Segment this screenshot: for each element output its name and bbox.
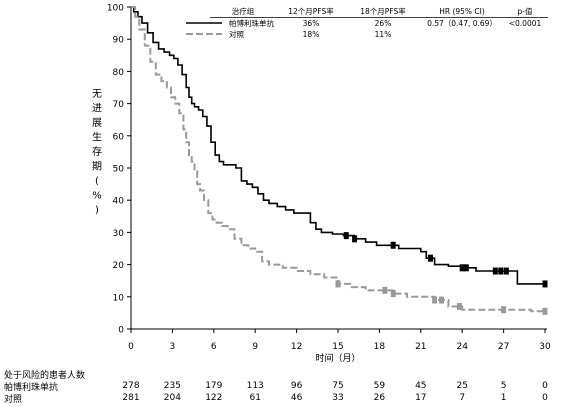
series-line-control: [131, 6, 545, 313]
censor-mark-pembrolizumab: [352, 235, 358, 243]
risk-row-label-control: 对照: [4, 395, 23, 405]
x-tick-label: 18: [374, 342, 386, 352]
y-tick-label: 80: [113, 68, 125, 78]
risk-value-control: 7: [459, 393, 465, 403]
censor-mark-pembrolizumab: [390, 241, 396, 249]
risk-value-pembrolizumab: 25: [456, 381, 467, 391]
risk-value-pembrolizumab: 75: [332, 381, 343, 391]
y-tick-label: 70: [113, 100, 125, 110]
legend-pfs18: 26%: [375, 19, 392, 28]
censor-mark-control: [335, 280, 341, 288]
y-axis-title-char: ): [95, 205, 99, 216]
x-tick-label: 3: [170, 342, 176, 352]
censor-mark-control: [390, 290, 396, 298]
censor-mark-control: [382, 286, 388, 294]
legend-series-name: 对照: [229, 29, 244, 39]
x-tick-label: 30: [539, 342, 551, 352]
censor-mark-control: [542, 307, 548, 315]
y-tick-label: 40: [113, 197, 125, 207]
risk-value-control: 61: [249, 393, 260, 403]
risk-value-pembrolizumab: 59: [374, 381, 386, 391]
risk-value-pembrolizumab: 179: [205, 381, 222, 391]
legend-pfs18: 11%: [375, 30, 392, 39]
censor-mark-pembrolizumab: [503, 267, 509, 275]
x-tick-label: 12: [291, 342, 302, 352]
censor-mark-pembrolizumab: [498, 267, 504, 275]
y-tick-label: 50: [113, 165, 125, 175]
legend-hazard-ratio: 0.57（0.47, 0.69）: [427, 19, 497, 28]
legend-header: 治疗组: [232, 6, 255, 16]
x-tick-label: 0: [128, 342, 134, 352]
risk-value-control: 46: [291, 393, 303, 403]
y-tick-label: 0: [118, 326, 124, 336]
x-tick-label: 9: [252, 342, 258, 352]
y-axis-title-char: %: [92, 191, 102, 202]
risk-value-control: 281: [122, 393, 139, 403]
x-tick-label: 21: [415, 342, 426, 352]
risk-value-control: 33: [332, 393, 343, 403]
x-tick-label: 6: [211, 342, 217, 352]
legend-pfs12: 36%: [303, 19, 320, 28]
legend-header: p-值: [518, 6, 533, 16]
censor-mark-pembrolizumab: [463, 264, 469, 272]
legend-header: 18个月PFS率: [360, 6, 406, 16]
risk-value-control: 26: [374, 393, 386, 403]
y-axis-title-char: 存: [92, 145, 102, 158]
axis-layer: 0 10 20 30 40 50 60 70 80 90 100 0 3 6 9 12 15 18 21 24 27 30…: [92, 4, 551, 365]
series-line-pembrolizumab: [131, 6, 545, 285]
risk-value-control: 1: [501, 393, 507, 403]
censor-mark-pembrolizumab: [343, 232, 349, 240]
y-axis-title-char: (: [95, 176, 99, 187]
risk-value-pembrolizumab: 45: [415, 381, 426, 391]
censor-mark-pembrolizumab: [492, 267, 498, 275]
legend-header: HR (95% CI): [439, 7, 485, 16]
censor-mark-control: [432, 296, 438, 304]
x-axis-title: 时间（月）: [315, 352, 360, 364]
y-tick-label: 90: [113, 36, 125, 46]
series-layer: [131, 6, 548, 315]
risk-table: 278 235 179 113 96 75 59 45 25 5 0 281 204 122 61 46 33 2…: [122, 381, 548, 403]
y-axis-title-char: 期: [92, 161, 102, 173]
risk-value-pembrolizumab: 278: [122, 381, 139, 391]
risk-value-pembrolizumab: 113: [247, 381, 264, 391]
censor-mark-pembrolizumab: [542, 280, 548, 288]
risk-value-control: 122: [205, 393, 222, 403]
risk-value-control: 204: [164, 393, 181, 403]
censor-mark-control: [501, 306, 507, 314]
risk-value-pembrolizumab: 5: [501, 381, 507, 391]
risk-value-control: 0: [542, 393, 548, 403]
risk-value-pembrolizumab: 96: [291, 381, 303, 391]
y-tick-label: 20: [113, 261, 125, 271]
risk-value-pembrolizumab: 235: [164, 381, 181, 391]
y-axis-title-char: 进: [92, 103, 102, 115]
legend-p-value: <0.0001: [509, 19, 542, 28]
risk-value-control: 17: [415, 393, 426, 403]
y-axis-title-char: 展: [92, 117, 102, 129]
x-tick-label: 24: [456, 342, 468, 352]
risk-table-title: 处于风险的患者人数: [4, 371, 86, 381]
censor-mark-control: [456, 302, 462, 310]
risk-value-pembrolizumab: 0: [542, 381, 548, 391]
y-tick-label: 100: [107, 4, 124, 14]
legend-header: 12个月PFS率: [288, 6, 334, 16]
risk-row-label-pembrolizumab: 帕博利珠单抗: [4, 383, 59, 393]
y-axis-title-char: 生: [92, 131, 102, 144]
y-axis-title-char: 无: [92, 89, 102, 100]
censor-mark-pembrolizumab: [427, 254, 433, 262]
x-tick-label: 15: [332, 342, 343, 352]
y-tick-label: 10: [113, 293, 125, 303]
censor-mark-control: [439, 296, 444, 304]
censor-mark-pembrolizumab: [459, 264, 465, 272]
legend-series-name: 帕博利珠单抗: [229, 18, 274, 28]
y-tick-label: 60: [113, 132, 125, 142]
x-tick-label: 27: [498, 342, 509, 352]
y-tick-label: 30: [113, 229, 125, 239]
legend-pfs12: 18%: [303, 30, 320, 39]
